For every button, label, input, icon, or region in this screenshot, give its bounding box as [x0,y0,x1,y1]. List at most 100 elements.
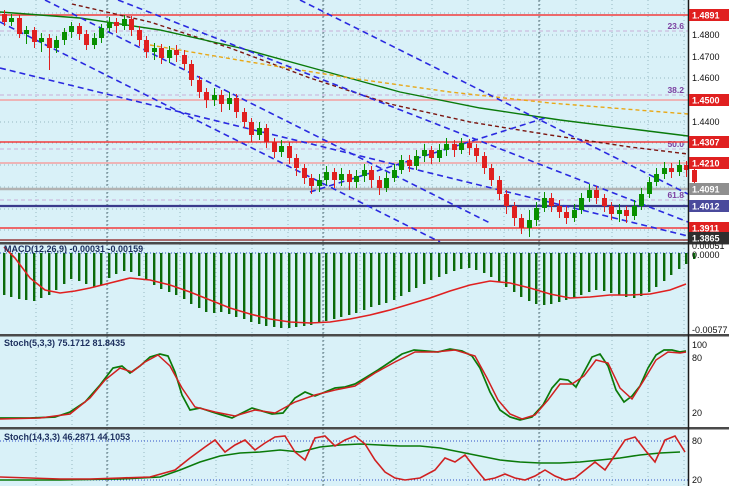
candle [414,156,419,166]
candle [324,172,329,180]
candle [369,170,374,180]
macd-histogram-bar [588,253,591,292]
candle [114,22,119,26]
stoch-main-line [0,348,687,421]
candle [197,80,202,92]
candle [677,165,682,172]
macd-histogram-bar [175,253,178,295]
macd-histogram-bar [273,253,276,327]
candle [377,180,382,188]
price-tag [689,200,729,212]
candle [17,18,22,34]
macd-histogram-bar [108,253,111,278]
candle [99,28,104,38]
ma-orange-dashed [149,44,689,115]
macd-histogram-bar [243,253,246,319]
price-tag-label: 1.4891 [692,11,720,21]
candle [279,146,284,152]
macd-histogram-bar [378,253,381,305]
candle [144,40,149,52]
candle [549,198,554,206]
candle [557,206,562,212]
macd-histogram-bar [468,253,471,268]
macd-histogram-bar [40,253,43,298]
axis-label: -0.00577 [692,325,728,335]
candle [84,34,89,45]
candle [452,144,457,150]
macd-histogram-bar [348,253,351,315]
macd-histogram-bar [610,253,613,293]
macd-histogram-bar [513,253,516,292]
macd-histogram-bar [640,253,643,296]
axis-label: 20 [692,475,702,485]
macd-histogram-bar [318,253,321,323]
macd-histogram-bar [55,253,58,290]
candle [257,128,262,135]
trendline [0,21,441,243]
macd-histogram-bar [505,253,508,287]
price-tag [689,183,729,195]
panel-dividers [0,242,729,430]
axis-label: 1.4600 [692,73,720,83]
macd-histogram-bar [115,253,118,274]
candle [542,198,547,208]
candle [519,218,524,228]
candle [92,38,97,45]
candle [272,142,277,152]
macd-histogram-bar [685,253,688,264]
candle [354,176,359,182]
macd-histogram-bar [258,253,261,324]
macd-histogram-bar [415,253,418,288]
axis-label: 1.4800 [692,30,720,40]
candle [534,208,539,220]
candle [264,128,269,142]
candle [287,146,292,158]
macd-histogram-bar [543,253,546,305]
candle [9,18,14,22]
macd-histogram-bar [663,253,666,281]
candle [632,206,637,216]
price-tag [689,222,729,234]
candle [407,160,412,166]
fib-level-label: 50.0 [667,139,684,149]
macd-histogram-bar [573,253,576,298]
candle [204,92,209,100]
macd-histogram-bar [228,253,231,314]
oscillator-panel [0,435,688,481]
candle [347,174,352,182]
stochastic-label: Stoch(5,3,3) 75.1712 81.8435 [4,338,125,348]
candle [647,182,652,194]
oscillator-main-line [0,435,686,481]
macd-histogram-bar [400,253,403,296]
ma-maroon-dashed [71,3,689,155]
candle [39,38,44,42]
candle [234,98,239,112]
candle [594,190,599,198]
price-tag [689,136,729,148]
macd-signal-line [3,246,687,324]
candle [384,178,389,188]
candle [24,30,29,34]
axis-label: 1.4700 [692,52,720,62]
macd-panel [0,246,696,328]
candle [62,32,67,40]
candle [639,194,644,206]
candle [527,220,532,228]
price-tag-label: 1.3865 [692,234,720,244]
price-axis[interactable]: 1.49001.48001.47001.46001.45001.44001.43… [687,0,729,486]
macd-histogram-bar [670,253,673,275]
candle [339,174,344,180]
axis-label: 80 [692,436,702,446]
macd-histogram-bar [325,253,328,321]
macd-histogram-bar [393,253,396,300]
macd-histogram-bar [333,253,336,319]
macd-histogram-bar [48,253,51,295]
candle [429,150,434,158]
candle [467,143,472,148]
candle [662,168,667,174]
candle [54,40,59,48]
candle [317,180,322,186]
macd-histogram-bar [63,253,66,284]
price-tag-label: 1.4307 [692,138,720,148]
